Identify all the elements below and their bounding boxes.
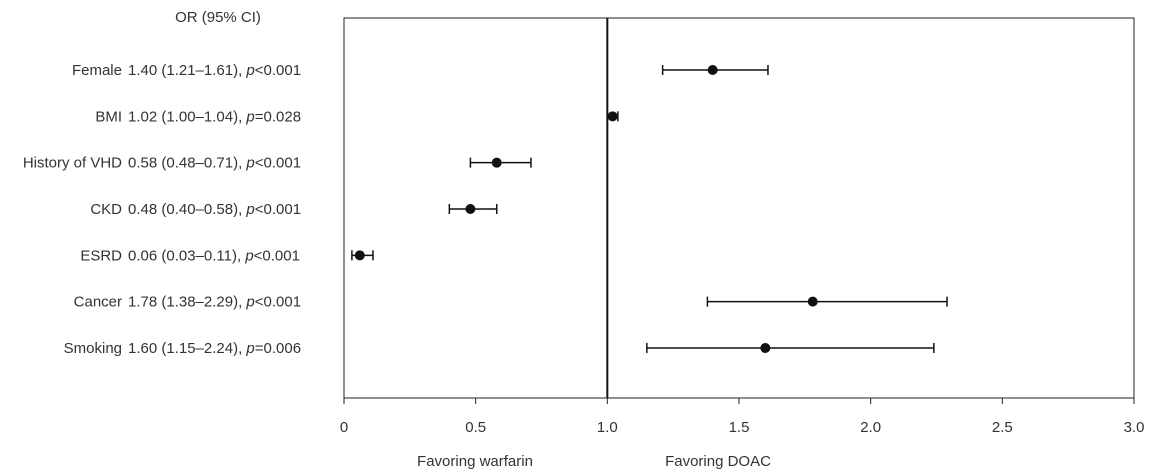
p-value-text: <0.001 xyxy=(255,62,301,79)
p-symbol: p xyxy=(245,155,254,172)
row-variable-label: History of VHD xyxy=(23,155,122,172)
p-value-text: =0.028 xyxy=(255,108,301,125)
or-ci-text: 1.02 (1.00–1.04), xyxy=(128,108,246,125)
row-or-ci-label: 0.48 (0.40–0.58), p<0.001 xyxy=(128,201,301,218)
row-variable-label: Female xyxy=(72,62,122,79)
or-ci-text: 0.58 (0.48–0.71), xyxy=(128,155,246,172)
row-variable-label: BMI xyxy=(95,108,122,125)
row-or-ci-label: 1.02 (1.00–1.04), p=0.028 xyxy=(128,108,301,125)
p-symbol: p xyxy=(245,340,254,357)
or-ci-text: 0.06 (0.03–0.11), xyxy=(128,247,245,264)
row-or-ci-label: 0.58 (0.48–0.71), p<0.001 xyxy=(128,155,301,172)
or-ci-text: 1.60 (1.15–2.24), xyxy=(128,340,246,357)
p-symbol: p xyxy=(245,294,254,311)
p-value-text: <0.001 xyxy=(255,155,301,172)
x-tick-label: 0.5 xyxy=(465,419,486,436)
x-axis: 0 0.5 1.0 1.5 2.0 2.5 3.0 xyxy=(340,398,1145,436)
or-point xyxy=(607,111,618,122)
or-point xyxy=(707,65,718,75)
x-tick-label: 2.5 xyxy=(992,419,1013,436)
or-point xyxy=(491,157,502,168)
row-or-ci-label: 1.40 (1.21–1.61), p<0.001 xyxy=(128,62,301,79)
row-variable-label: ESRD xyxy=(80,247,122,264)
p-symbol: p xyxy=(245,201,254,218)
plot-frame xyxy=(343,17,1135,399)
x-tick-label: 1.0 xyxy=(597,419,618,436)
or-ci-text: 1.40 (1.21–1.61), xyxy=(128,62,246,79)
row-variable-label: Cancer xyxy=(74,294,122,311)
p-symbol: p xyxy=(245,108,254,125)
row-or-ci-label: 1.78 (1.38–2.29), p<0.001 xyxy=(128,294,301,311)
x-tick-label: 1.5 xyxy=(729,419,750,436)
or-point xyxy=(465,203,476,214)
or-point xyxy=(807,296,818,307)
or-point xyxy=(760,342,771,353)
p-symbol: p xyxy=(245,62,254,79)
p-value-text: <0.001 xyxy=(255,294,301,311)
row-variable-label: CKD xyxy=(90,201,122,218)
p-value-text: <0.001 xyxy=(254,247,300,264)
p-value-text: <0.001 xyxy=(255,201,301,218)
or-ci-text: 0.48 (0.40–0.58), xyxy=(128,201,246,218)
row-or-ci-label: 0.06 (0.03–0.11), p<0.001 xyxy=(128,247,300,264)
x-tick-label: 3.0 xyxy=(1124,419,1145,436)
row-variable-label: Smoking xyxy=(64,340,122,357)
or-column-header: OR (95% CI) xyxy=(175,9,261,26)
x-tick-label: 2.0 xyxy=(860,419,881,436)
favoring-doac-label: Favoring DOAC xyxy=(665,453,771,470)
favoring-warfarin-label: Favoring warfarin xyxy=(417,453,533,470)
p-symbol: p xyxy=(244,247,253,264)
x-tick-label: 0 xyxy=(340,419,348,436)
row-or-ci-label: 1.60 (1.15–2.24), p=0.006 xyxy=(128,340,301,357)
p-value-text: =0.006 xyxy=(255,340,301,357)
or-point xyxy=(354,250,365,261)
or-ci-text: 1.78 (1.38–2.29), xyxy=(128,294,246,311)
